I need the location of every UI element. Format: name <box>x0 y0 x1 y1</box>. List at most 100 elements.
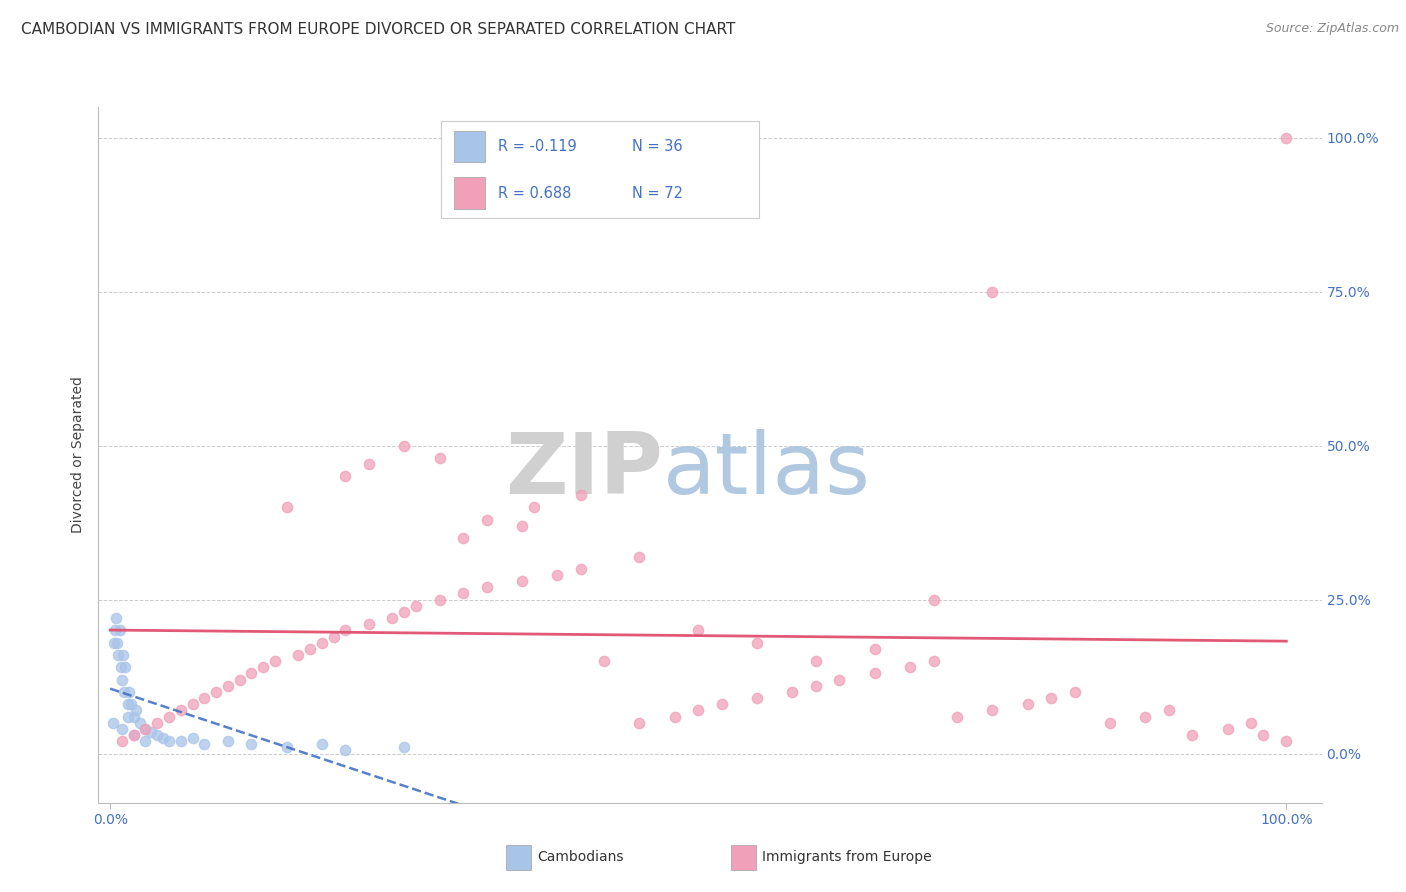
Point <box>114 660 136 674</box>
Point <box>394 439 416 453</box>
Point <box>1216 722 1239 736</box>
Point <box>688 624 710 638</box>
Text: atlas: atlas <box>664 429 870 512</box>
Point <box>122 709 145 723</box>
Point <box>181 698 204 712</box>
Point <box>628 715 651 730</box>
Point <box>134 722 156 736</box>
Point <box>101 715 124 730</box>
Text: ZIP: ZIP <box>505 429 664 512</box>
Point <box>664 709 686 723</box>
Point <box>105 611 128 625</box>
Point <box>898 660 921 674</box>
Point <box>1040 691 1063 706</box>
Point <box>394 740 416 755</box>
Point <box>510 574 533 589</box>
Point <box>111 673 134 687</box>
Point <box>146 728 169 742</box>
Point <box>745 691 768 706</box>
Point <box>1135 709 1157 723</box>
Point <box>240 666 263 681</box>
Text: Immigrants from Europe: Immigrants from Europe <box>762 850 932 864</box>
Point <box>1017 698 1039 712</box>
Point <box>252 660 274 674</box>
Point <box>287 648 309 662</box>
Point <box>804 654 827 668</box>
Point <box>745 636 768 650</box>
Point <box>475 512 498 526</box>
Point <box>1157 703 1180 717</box>
Point <box>381 611 404 625</box>
Point <box>688 703 710 717</box>
Point <box>157 734 180 748</box>
Point <box>1098 715 1121 730</box>
Point <box>217 734 239 748</box>
Point <box>510 518 533 533</box>
Point <box>569 562 592 576</box>
Point <box>311 737 333 751</box>
Point <box>593 654 616 668</box>
Point <box>240 737 263 751</box>
Point <box>429 450 451 465</box>
Point <box>276 500 298 515</box>
Point <box>311 636 333 650</box>
Point <box>628 549 651 564</box>
Point <box>122 728 145 742</box>
Point <box>335 624 357 638</box>
Point <box>1275 131 1298 145</box>
Point <box>429 592 451 607</box>
Y-axis label: Divorced or Separated: Divorced or Separated <box>72 376 86 533</box>
Point <box>863 641 886 656</box>
Point <box>946 709 969 723</box>
Point <box>117 698 139 712</box>
Point <box>263 654 285 668</box>
Point <box>523 500 546 515</box>
Point <box>922 592 945 607</box>
Point <box>335 469 357 483</box>
Point <box>134 734 156 748</box>
Point <box>546 568 568 582</box>
Point <box>981 703 1004 717</box>
Point <box>1251 728 1274 742</box>
Point <box>357 617 380 632</box>
Point <box>122 728 145 742</box>
Point <box>451 586 474 600</box>
Point <box>170 703 193 717</box>
Point <box>110 660 132 674</box>
Point <box>134 722 156 736</box>
Point <box>863 666 886 681</box>
Text: Source: ZipAtlas.com: Source: ZipAtlas.com <box>1265 22 1399 36</box>
Point <box>170 734 193 748</box>
Point <box>112 685 135 699</box>
Point <box>141 725 163 739</box>
Point <box>112 648 135 662</box>
Point <box>117 709 139 723</box>
Point <box>125 703 148 717</box>
Point <box>111 722 134 736</box>
Point <box>922 654 945 668</box>
Point <box>118 685 141 699</box>
Point <box>104 624 127 638</box>
Point <box>128 715 150 730</box>
Point <box>322 630 344 644</box>
Text: CAMBODIAN VS IMMIGRANTS FROM EUROPE DIVORCED OR SEPARATED CORRELATION CHART: CAMBODIAN VS IMMIGRANTS FROM EUROPE DIVO… <box>21 22 735 37</box>
Point <box>217 679 239 693</box>
Point <box>1275 734 1298 748</box>
Point <box>146 715 169 730</box>
Point <box>981 285 1004 299</box>
Point <box>1063 685 1085 699</box>
Point <box>105 636 128 650</box>
Point <box>299 641 322 656</box>
Point <box>804 679 827 693</box>
Point <box>193 737 215 751</box>
Point <box>181 731 204 746</box>
Point <box>1181 728 1204 742</box>
Point <box>475 580 498 594</box>
Text: Cambodians: Cambodians <box>537 850 624 864</box>
Point <box>405 599 427 613</box>
Point <box>193 691 215 706</box>
Point <box>451 531 474 545</box>
Point <box>205 685 228 699</box>
Point <box>120 698 142 712</box>
Point <box>103 636 125 650</box>
